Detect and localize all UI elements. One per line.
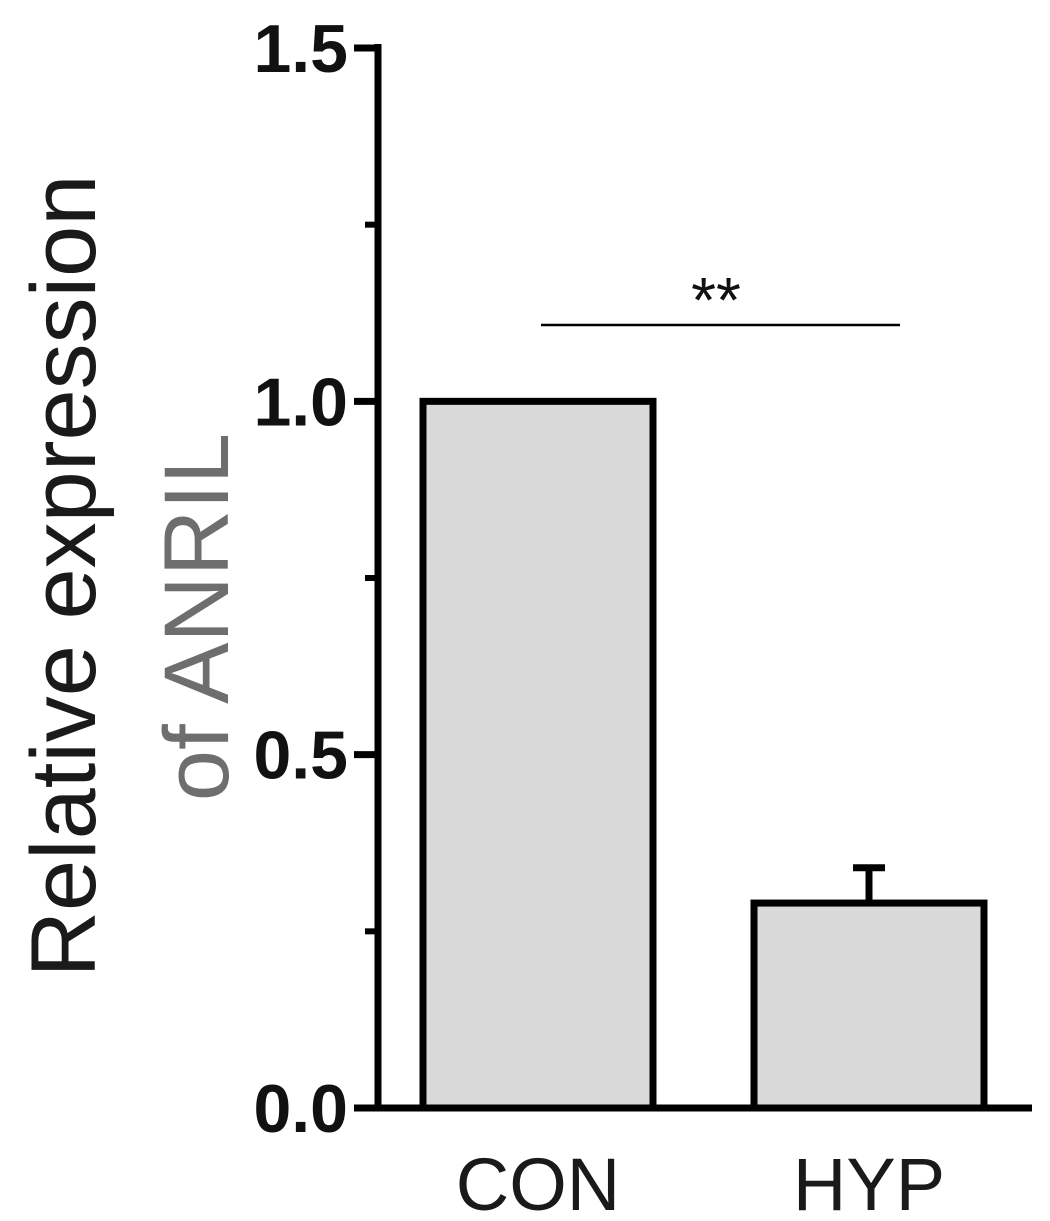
y-tick-label: 1.0 (253, 364, 348, 440)
bar-hyp (750, 899, 988, 1112)
y-axis-label-line1: Relative expression (13, 175, 115, 978)
y-tick-label: 0.0 (253, 1071, 348, 1147)
bar-con (419, 397, 657, 1112)
y-tick-label: 0.5 (253, 718, 348, 794)
y-axis-label-line2: of ANRIL (146, 433, 248, 801)
y-axis-label: Relative expression of ANRIL (13, 175, 248, 978)
y-tick-label: 1.5 (253, 11, 348, 87)
plot-area: CON HYP 0.0 0.5 1.0 1.5 ** (253, 11, 1032, 1221)
significance-label: ** (691, 264, 741, 336)
x-tick-label-con: CON (456, 1143, 620, 1221)
x-tick-label-hyp: HYP (793, 1143, 945, 1221)
